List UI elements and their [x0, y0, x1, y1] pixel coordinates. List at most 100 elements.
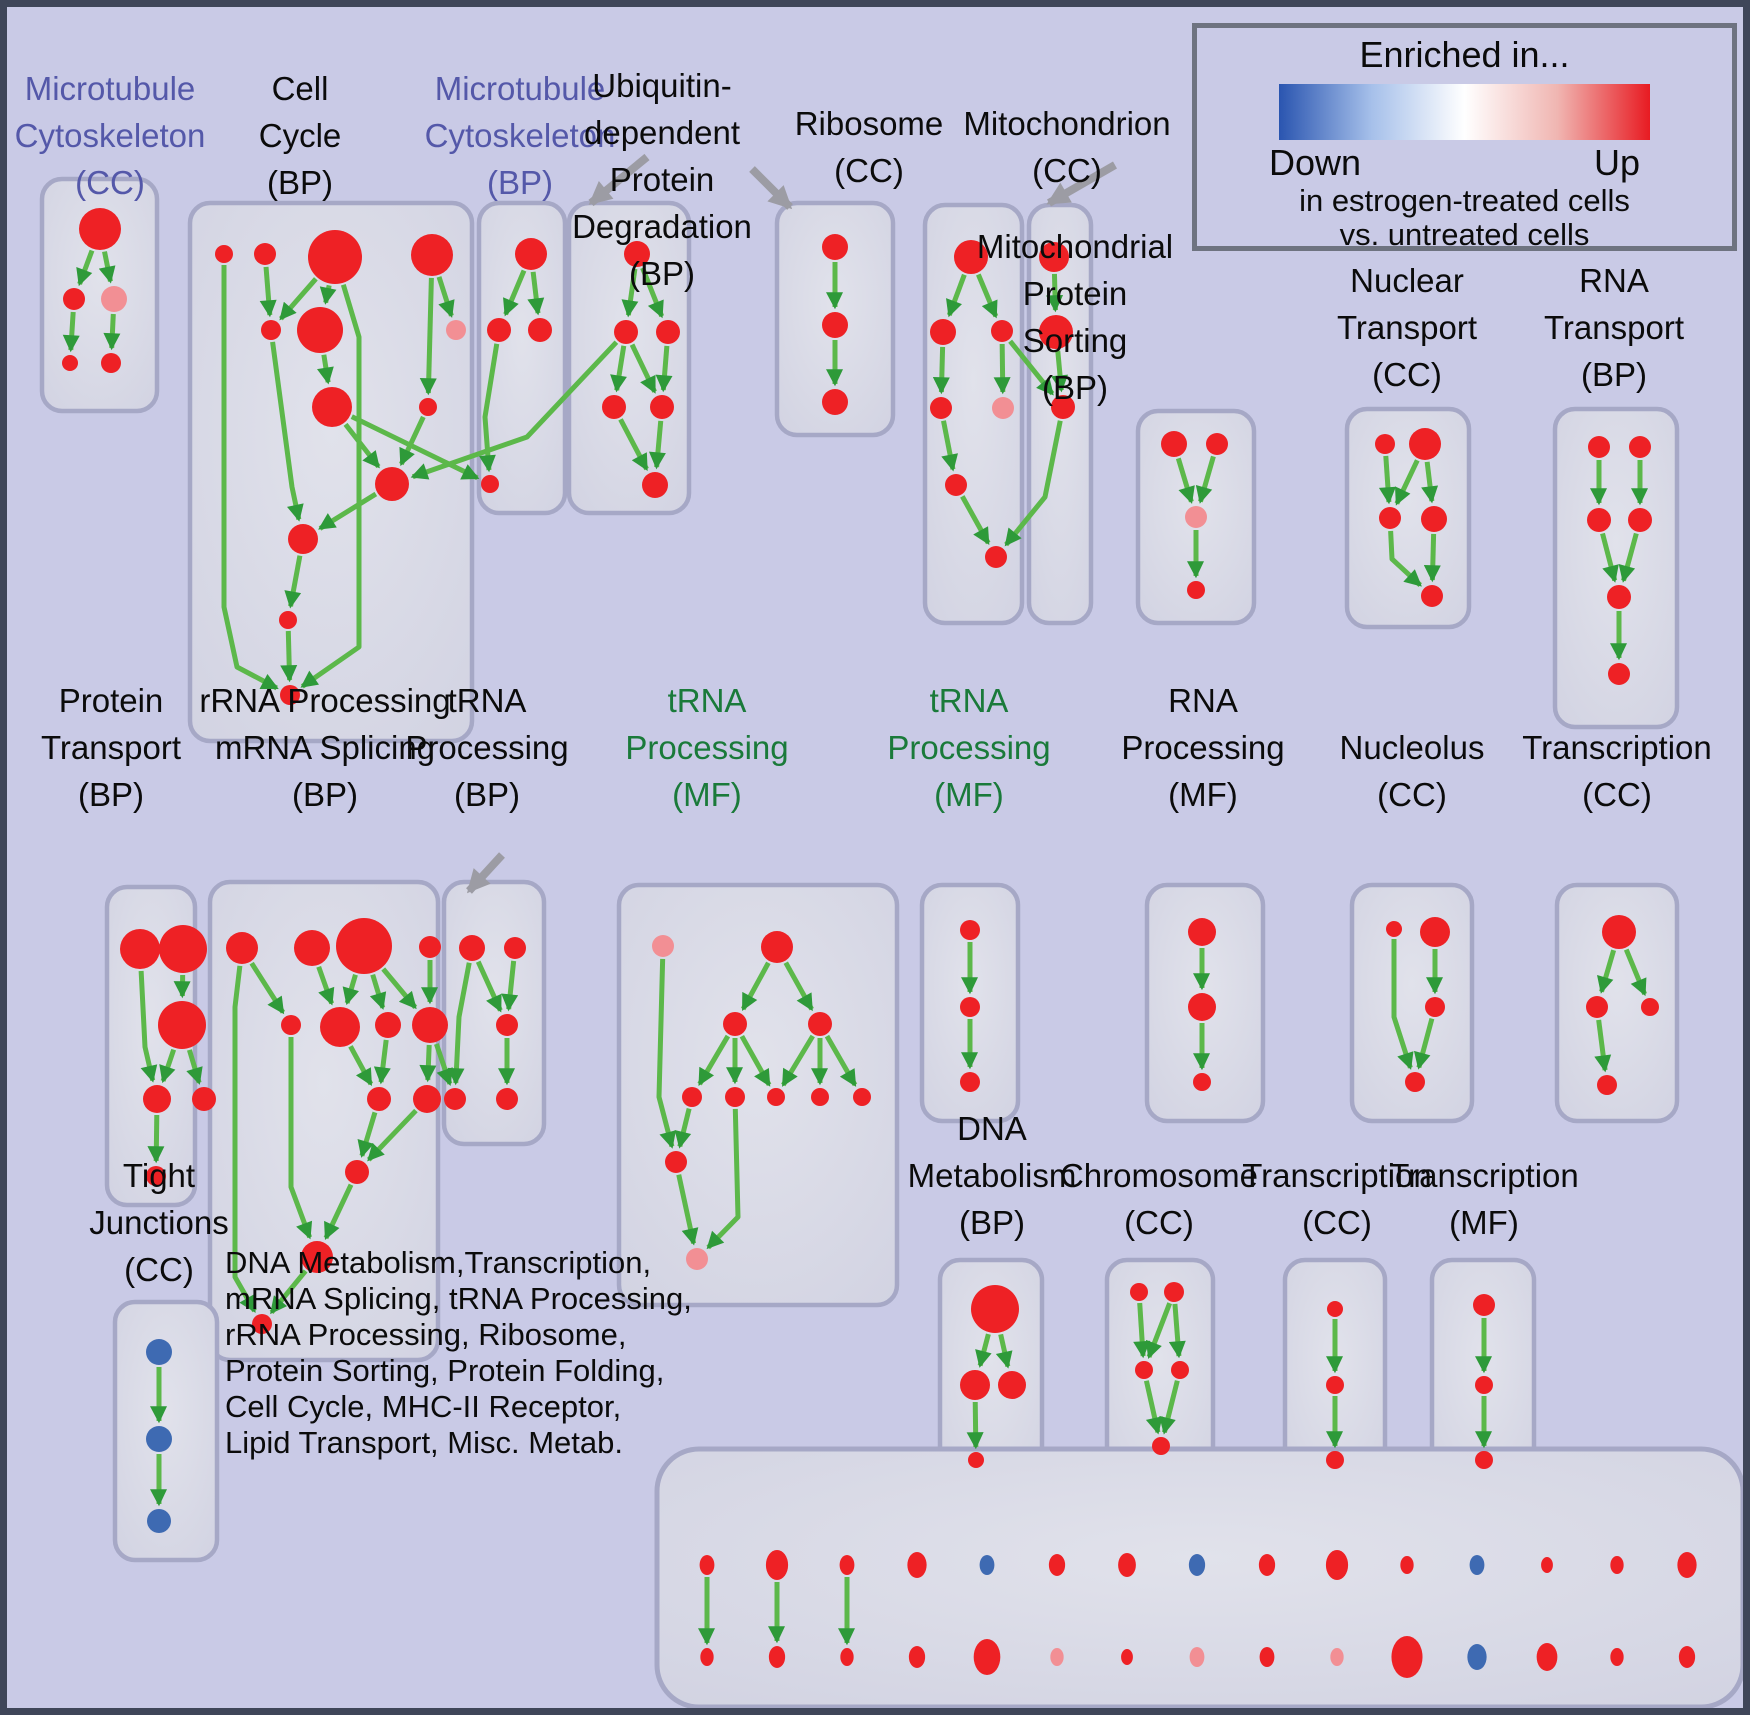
go-edge-arrow	[103, 313, 121, 351]
label-nuclear-transport: Nuclear Transport (CC)	[1337, 257, 1477, 398]
go-term-node	[954, 240, 988, 274]
go-edge-arrow	[98, 251, 116, 284]
go-edge-arrow	[1594, 1019, 1612, 1073]
go-term-node	[528, 318, 552, 342]
go-term-node	[412, 1007, 448, 1043]
go-term-node	[308, 230, 362, 284]
label-line: (BP)	[628, 255, 695, 292]
go-term-node	[1405, 1072, 1425, 1092]
go-term-node	[602, 395, 626, 419]
cluster-box-micro_cc	[39, 176, 160, 414]
go-term-node	[1259, 1647, 1275, 1667]
go-edge-arrow	[316, 354, 334, 385]
go-term-node	[960, 997, 980, 1017]
go-term-node	[1326, 1451, 1344, 1469]
go-term-node	[1475, 1376, 1493, 1394]
go-term-node	[665, 1151, 687, 1173]
go-edge-arrow	[1388, 530, 1422, 587]
go-edge-arrow	[706, 1108, 741, 1250]
label-protein-transport: Protein Transport (BP)	[41, 677, 181, 818]
go-term-node	[101, 286, 127, 312]
label-trna-mf-1: tRNA Processing (MF)	[625, 677, 788, 818]
go-term-node	[192, 1087, 216, 1111]
label-trna-mf-2: tRNA Processing (MF)	[887, 677, 1050, 818]
go-term-node	[146, 1339, 172, 1365]
go-term-node	[345, 1160, 369, 1184]
label-line: rRNA Processing	[199, 682, 451, 719]
go-edge-arrow	[1378, 455, 1396, 505]
go-term-node	[1420, 917, 1450, 947]
go-term-node	[411, 234, 453, 276]
go-edge-arrow	[1618, 532, 1639, 583]
label-line: Chromosome	[1059, 1157, 1259, 1194]
go-term-node	[1039, 315, 1073, 349]
go-term-node	[215, 245, 233, 263]
go-term-node	[1171, 1361, 1189, 1379]
go-term-node	[650, 395, 674, 419]
go-edge-arrow	[76, 249, 95, 287]
go-term-node	[301, 1241, 333, 1273]
go-term-node	[312, 387, 352, 427]
go-term-node	[1610, 1556, 1624, 1574]
go-edge-arrow	[1008, 339, 1055, 396]
go-term-node	[1586, 996, 1608, 1018]
go-term-node	[652, 935, 674, 957]
go-term-node	[413, 1085, 441, 1113]
go-term-node	[1188, 918, 1216, 946]
go-term-node	[62, 355, 78, 371]
go-term-node	[1187, 581, 1205, 599]
label-line: Mitochondrial	[976, 228, 1174, 265]
cluster-box-nuclear	[1344, 406, 1472, 630]
label-pointer-arrows	[466, 153, 1117, 894]
go-term-node	[1130, 1283, 1148, 1301]
go-term-node	[159, 925, 207, 973]
go-edge-arrow	[993, 343, 1011, 395]
go-edge-arrow	[186, 1049, 203, 1085]
go-term-node	[515, 238, 547, 270]
label-ribosome: Ribosome (CC)	[795, 100, 944, 194]
go-term-node	[1193, 1073, 1211, 1091]
label-line: (CC)	[124, 1251, 194, 1288]
go-term-node	[985, 546, 1007, 568]
go-term-node	[496, 1014, 518, 1036]
go-term-node	[294, 930, 330, 966]
go-edge-arrow	[995, 1333, 1013, 1369]
go-term-node	[446, 320, 466, 340]
pointer-arrow	[466, 852, 505, 894]
go-edge-arrow	[399, 415, 426, 467]
label-line: (MF)	[672, 776, 742, 813]
go-term-node	[761, 931, 793, 963]
go-term-node	[1258, 1554, 1276, 1576]
label-microtubule-bp: Microtubule Cytoskeleton (BP)	[425, 65, 616, 206]
label-mito-protein-sorting: Mitochondrial Protein Sorting (BP)	[977, 223, 1173, 411]
pointer-arrow	[1046, 161, 1117, 207]
go-term-node	[146, 1426, 172, 1452]
go-term-node	[481, 475, 499, 493]
go-term-node	[1473, 1294, 1495, 1316]
label-line: RNA	[1168, 682, 1238, 719]
go-term-node	[1051, 395, 1075, 419]
go-edge-arrow	[527, 271, 545, 316]
go-term-node	[1608, 663, 1630, 685]
go-term-node	[79, 208, 121, 250]
go-term-node	[297, 307, 343, 353]
go-edge-arrow	[270, 341, 304, 522]
go-term-node	[968, 1452, 984, 1468]
label-line: Processing	[1121, 729, 1285, 766]
go-term-node	[1164, 1282, 1184, 1302]
go-edge-arrow	[342, 974, 359, 1006]
go-term-node	[960, 1072, 980, 1092]
go-term-node	[147, 1509, 171, 1533]
go-edge-arrow	[676, 1174, 699, 1246]
legend-subtitle-1: in estrogen-treated cells	[1299, 183, 1630, 218]
go-edge-arrow	[740, 961, 771, 1012]
go-term-node	[288, 524, 318, 554]
go-term-node	[768, 1646, 786, 1668]
go-term-node	[822, 234, 848, 260]
pointer-arrow	[588, 153, 650, 207]
label-line: (BP)	[291, 776, 358, 813]
label-line: Processing	[625, 729, 789, 766]
go-term-node	[1391, 1636, 1423, 1678]
go-edge-arrow	[343, 422, 381, 469]
go-edge-arrow	[447, 962, 472, 1086]
